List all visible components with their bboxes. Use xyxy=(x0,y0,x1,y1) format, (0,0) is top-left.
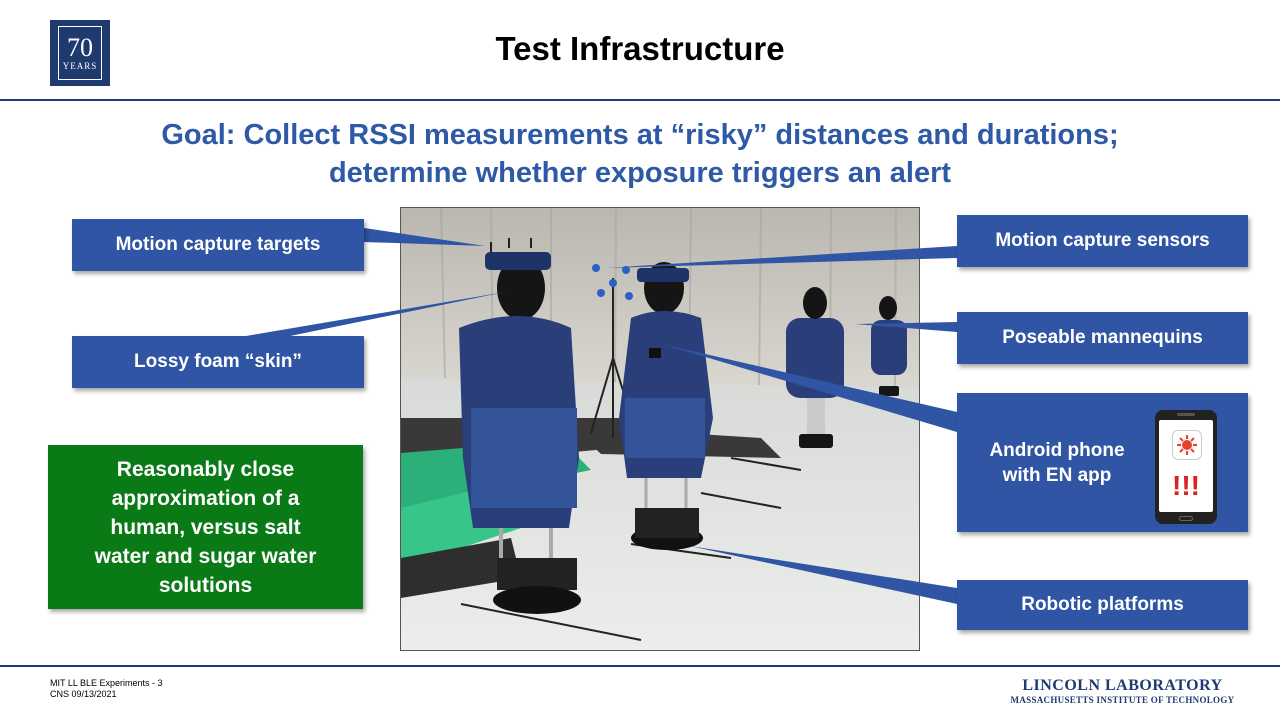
virus-icon xyxy=(1177,435,1197,455)
callout-lossy-foam-skin-label: Lossy foam “skin” xyxy=(134,351,302,372)
footer-line-1: MIT LL BLE Experiments - 3 xyxy=(50,678,163,688)
logo-number: 70 xyxy=(67,33,93,62)
approximation-note: Reasonably close approximation of a huma… xyxy=(48,445,363,609)
approximation-note-text: Reasonably close approximation of a huma… xyxy=(95,455,317,600)
brand-line-2: MASSACHUSETTS INSTITUTE OF TECHNOLOGY xyxy=(1010,695,1235,705)
callout-poseable-mannequins-label: Poseable mannequins xyxy=(1002,327,1203,348)
brand-line-1: LINCOLN LABORATORY xyxy=(1022,677,1223,694)
approximation-line-4: water and sugar water xyxy=(94,544,317,568)
70-years-logo: 70 YEARS xyxy=(50,20,110,86)
callout-android-phone-text: Android phone with EN app xyxy=(957,438,1157,488)
test-setup-photo xyxy=(400,207,920,651)
slide-title: Test Infrastructure xyxy=(495,30,785,67)
callout-android-phone-line-2: with EN app xyxy=(1002,464,1112,486)
approximation-line-5: solutions xyxy=(158,573,253,597)
footer-line-2: CNS 09/13/2021 xyxy=(50,689,117,699)
phone-screen: !!! xyxy=(1159,420,1213,512)
callout-lossy-foam-skin: Lossy foam “skin” xyxy=(72,336,364,388)
callout-motion-capture-sensors-label: Motion capture sensors xyxy=(995,230,1210,251)
phone-home-button xyxy=(1179,516,1193,521)
photo-illustration xyxy=(401,208,919,650)
goal-line-1: Goal: Collect RSSI measurements at “risk… xyxy=(161,119,1119,151)
approximation-line-1: Reasonably close xyxy=(116,457,295,481)
callout-robotic-platforms: Robotic platforms xyxy=(957,580,1248,630)
approximation-line-3: human, versus salt xyxy=(110,515,301,539)
callout-motion-capture-sensors: Motion capture sensors xyxy=(957,215,1248,267)
callout-poseable-mannequins: Poseable mannequins xyxy=(957,312,1248,364)
goal-line-2: determine whether exposure triggers an a… xyxy=(328,157,952,189)
callout-motion-capture-targets: Motion capture targets xyxy=(72,219,364,271)
logo-years: YEARS xyxy=(62,61,98,71)
callout-robotic-platforms-label: Robotic platforms xyxy=(1021,594,1184,615)
goal-statement: Goal: Collect RSSI measurements at “risk… xyxy=(60,116,1220,192)
phone-speaker xyxy=(1177,413,1195,416)
smartphone-icon: !!! xyxy=(1155,410,1217,524)
lincoln-laboratory-logo: LINCOLN LABORATORY MASSACHUSETTS INSTITU… xyxy=(1010,677,1235,705)
alert-exclamation: !!! xyxy=(1172,470,1200,501)
callout-motion-capture-targets-label: Motion capture targets xyxy=(115,234,321,255)
approximation-line-2: approximation of a xyxy=(111,486,300,510)
footer-divider xyxy=(0,665,1280,667)
header-divider xyxy=(0,99,1280,101)
exposure-notification-app-icon xyxy=(1172,430,1202,460)
callout-android-phone-line-1: Android phone xyxy=(989,439,1125,461)
slide-footer: MIT LL BLE Experiments - 3 CNS 09/13/202… xyxy=(50,678,163,700)
